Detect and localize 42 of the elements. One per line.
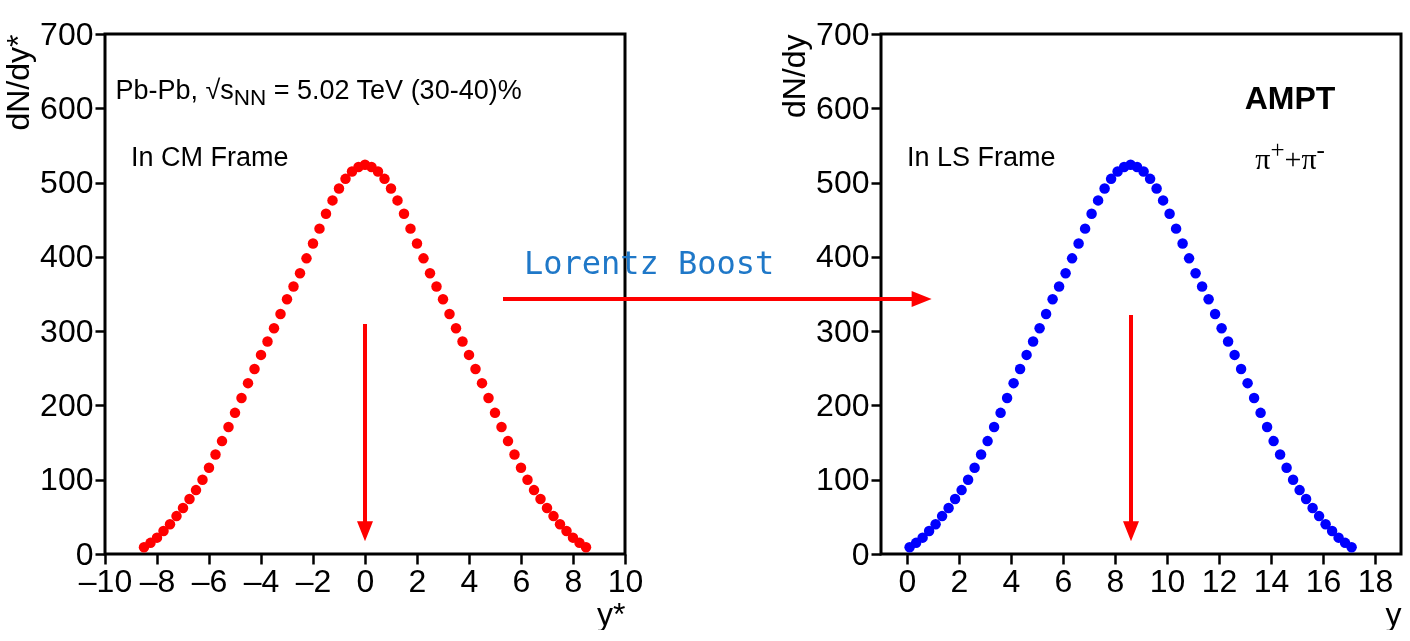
x-tick-label: –4	[243, 562, 280, 599]
y-tick-label: 200	[816, 386, 870, 423]
x-tick-label: 4	[460, 562, 479, 599]
x-tick-label: 2	[950, 562, 969, 599]
x-tick-label: 6	[512, 562, 531, 599]
x-tick-label: 10	[1149, 562, 1186, 599]
y-tick-label: 0	[851, 535, 870, 572]
y-tick-label: 300	[816, 312, 870, 349]
annotation: Pb-Pb, √s$_{NN}$ = 5.02 TeV (30-40)%	[115, 75, 522, 111]
x-tick-label: 16	[1305, 562, 1342, 599]
x-tick-label: 8	[564, 562, 583, 599]
y-tick-label: 400	[40, 238, 94, 275]
x-tick-label: –2	[295, 562, 332, 599]
y-tick-label: 100	[816, 461, 870, 498]
annotation: π$^{+}$+π$^{-}$	[1255, 135, 1325, 175]
y-tick-label: 200	[40, 386, 94, 423]
annotation: In LS Frame	[907, 142, 1056, 173]
y-tick-label: 500	[816, 164, 870, 201]
y-tick-label: 600	[40, 89, 94, 126]
y-tick-label: 600	[816, 89, 870, 126]
annotation: In CM Frame	[131, 142, 289, 173]
x-tick-label: 0	[356, 562, 375, 599]
y-tick-label: 500	[40, 164, 94, 201]
x-tick-label: 14	[1253, 562, 1290, 599]
x-tick-label: –8	[139, 562, 176, 599]
y-tick-label: 700	[816, 15, 870, 52]
x-tick-label: –6	[191, 562, 228, 599]
y-axis-title: dN/dy	[776, 34, 813, 119]
y-tick-label: 400	[816, 238, 870, 275]
x-tick-label: 10	[607, 562, 644, 599]
x-tick-label: 6	[1054, 562, 1073, 599]
y-axis-title: dN/dy*	[0, 34, 37, 131]
x-tick-label: 0	[898, 562, 917, 599]
annotation: AMPT	[1244, 79, 1336, 116]
x-tick-label: 4	[1002, 562, 1021, 599]
y-tick-label: 100	[40, 461, 94, 498]
x-tick-label: 12	[1201, 562, 1238, 599]
y-tick-label: 300	[40, 312, 94, 349]
x-tick-label: 18	[1357, 562, 1394, 599]
x-tick-label: 2	[408, 562, 427, 599]
x-tick-label: 8	[1106, 562, 1125, 599]
y-tick-label: 700	[40, 15, 94, 52]
